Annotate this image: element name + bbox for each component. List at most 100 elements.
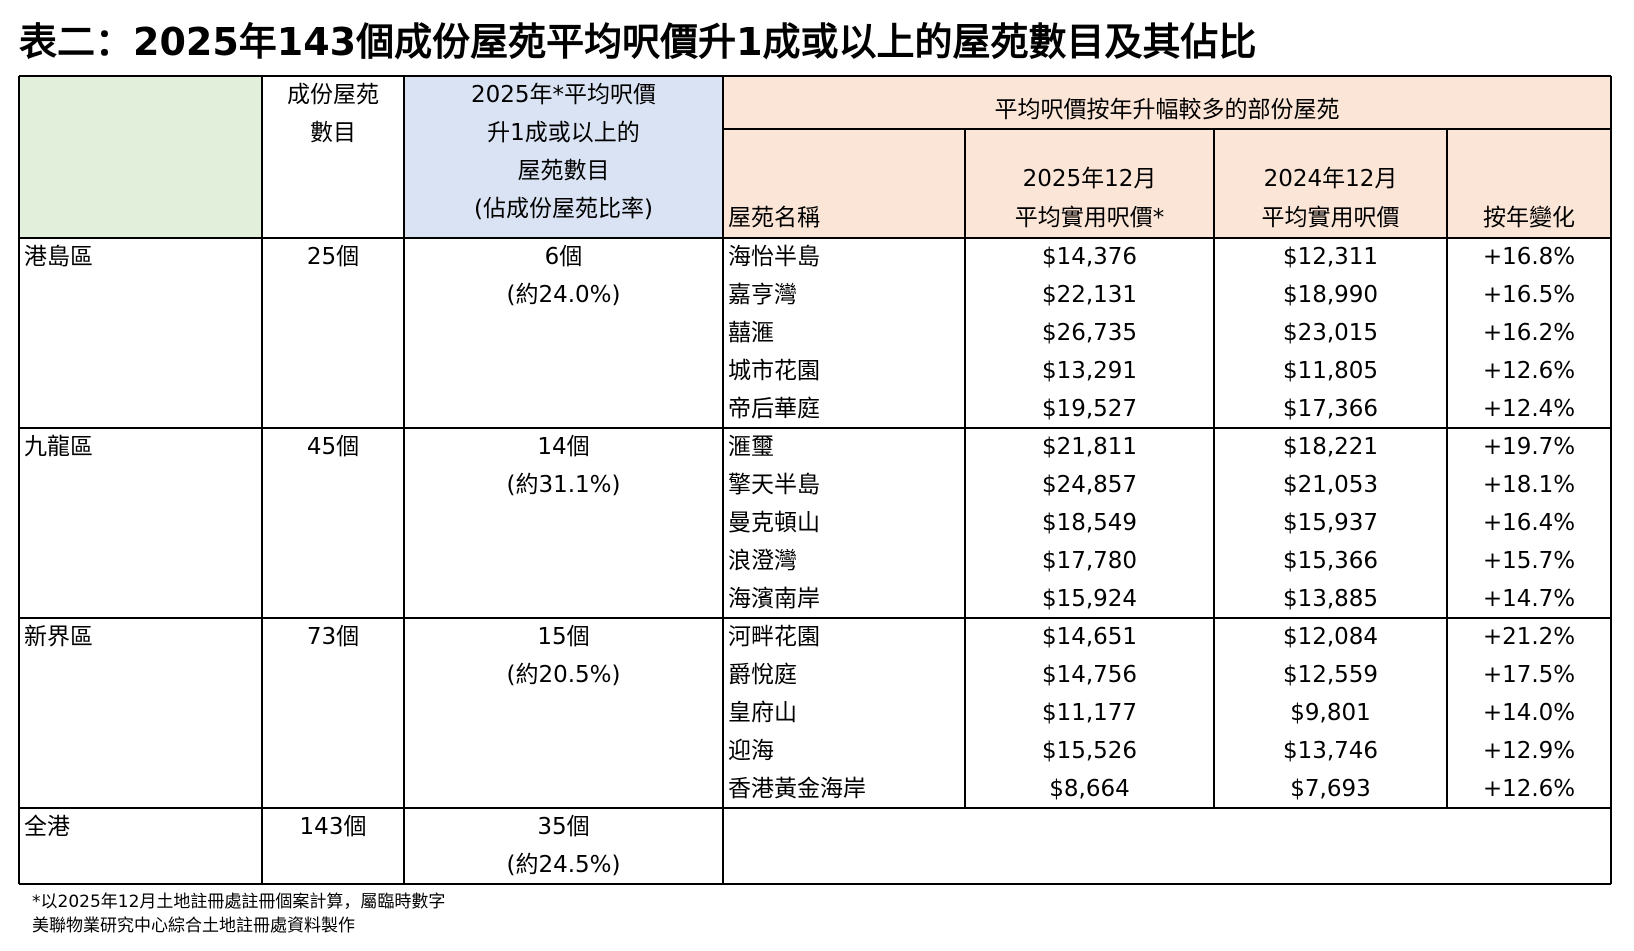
region-name: 新界區	[24, 624, 93, 650]
cell: 14個	[537, 434, 590, 460]
estate-name: 河畔花園	[728, 624, 820, 650]
cell: $15,937	[1282, 510, 1379, 536]
cell: $13,885	[1282, 586, 1379, 612]
cell: $18,549	[1041, 510, 1138, 536]
cell: $22,131	[1041, 282, 1138, 308]
estate-name: 囍滙	[728, 320, 774, 346]
cell: +16.2%	[1482, 320, 1576, 346]
border	[1213, 129, 1215, 808]
cell: $12,311	[1282, 244, 1379, 270]
footnote: 美聯物業研究中心綜合土地註冊處資料製作	[32, 916, 355, 936]
border	[19, 427, 1611, 429]
cell: $11,805	[1282, 358, 1379, 384]
cell: $12,084	[1282, 624, 1379, 650]
header-cell: (佔成份屋苑比率)	[474, 196, 653, 222]
cell: $15,526	[1041, 738, 1138, 764]
cell: 25個	[306, 244, 360, 270]
cell: +12.6%	[1482, 358, 1576, 384]
estate-name: 浪澄灣	[728, 548, 797, 574]
estate-name: 曼克頓山	[728, 510, 820, 536]
cell: $18,990	[1282, 282, 1379, 308]
cell: +14.7%	[1482, 586, 1576, 612]
cell: +14.0%	[1482, 700, 1576, 726]
cell: $18,221	[1282, 434, 1379, 460]
cell: +16.8%	[1482, 244, 1576, 270]
header-cell: 平均實用呎價	[1261, 205, 1400, 231]
region-name: 全港	[24, 814, 70, 840]
header-bg	[404, 76, 723, 238]
footnote: *以2025年12月土地註冊處註冊個案計算，屬臨時數字	[32, 892, 446, 912]
estate-name: 海濱南岸	[728, 586, 820, 612]
cell: $24,857	[1041, 472, 1138, 498]
border	[964, 129, 966, 808]
cell: +12.6%	[1482, 776, 1576, 802]
cell: (約24.5%)	[506, 852, 621, 878]
cell: +19.7%	[1482, 434, 1576, 460]
border	[19, 807, 1611, 809]
cell: 45個	[306, 434, 360, 460]
cell: $23,015	[1282, 320, 1379, 346]
estate-name: 擎天半島	[728, 472, 820, 498]
cell: $17,780	[1041, 548, 1138, 574]
cell: (約24.0%)	[506, 282, 621, 308]
cell: $7,693	[1290, 776, 1371, 802]
border	[19, 75, 1611, 77]
cell: $21,053	[1282, 472, 1379, 498]
cell: $14,651	[1041, 624, 1138, 650]
header-bg	[19, 76, 262, 238]
cell: 35個	[537, 814, 590, 840]
estate-name: 皇府山	[728, 700, 797, 726]
header-cell: 按年變化	[1483, 205, 1575, 231]
cell: $15,924	[1041, 586, 1138, 612]
region-name: 港島區	[24, 244, 93, 270]
border	[403, 76, 405, 884]
cell: 6個	[544, 244, 583, 270]
cell: $13,746	[1282, 738, 1379, 764]
header-cell: 平均實用呎價*	[1014, 205, 1165, 231]
border	[261, 76, 263, 884]
header-cell: 屋苑名稱	[728, 205, 820, 231]
estate-name: 爵悅庭	[728, 662, 797, 688]
cell: $19,527	[1041, 396, 1138, 422]
cell: +18.1%	[1482, 472, 1576, 498]
cell: $17,366	[1282, 396, 1379, 422]
border	[19, 617, 1611, 619]
cell: $14,756	[1041, 662, 1138, 688]
border	[723, 128, 1611, 130]
cell: +16.5%	[1482, 282, 1576, 308]
cell: $12,559	[1282, 662, 1379, 688]
cell: $9,801	[1290, 700, 1371, 726]
header-cell: 升1成或以上的	[487, 120, 640, 146]
title: 表二：2025年143個成份屋苑平均呎價升1成或以上的屋苑數目及其佔比	[19, 20, 1257, 64]
cell: 143個	[299, 814, 367, 840]
cell: +21.2%	[1482, 624, 1576, 650]
cell: $11,177	[1041, 700, 1138, 726]
cell: (約31.1%)	[506, 472, 621, 498]
cell: $26,735	[1041, 320, 1138, 346]
header-cell: 2025年*平均呎價	[470, 82, 657, 108]
cell: +16.4%	[1482, 510, 1576, 536]
header-cell: 屋苑數目	[517, 158, 610, 184]
header-bg	[723, 76, 1611, 238]
region-name: 九龍區	[24, 434, 93, 460]
border	[19, 883, 1611, 885]
estate-name: 滙璽	[728, 434, 774, 460]
header-cell: 2024年12月	[1263, 166, 1398, 192]
cell: 73個	[306, 624, 360, 650]
cell: +15.7%	[1482, 548, 1576, 574]
estate-name: 海怡半島	[728, 244, 820, 270]
header-cell: 數目	[310, 120, 356, 146]
cell: $13,291	[1041, 358, 1138, 384]
border	[1610, 76, 1612, 884]
cell: +12.9%	[1482, 738, 1576, 764]
header-cell: 2025年12月	[1022, 166, 1157, 192]
cell: (約20.5%)	[506, 662, 621, 688]
estate-name: 帝后華庭	[728, 396, 820, 422]
header-cell: 平均呎價按年升幅較多的部份屋苑	[994, 97, 1340, 123]
cell: $14,376	[1041, 244, 1138, 270]
cell: $15,366	[1282, 548, 1379, 574]
cell: +17.5%	[1482, 662, 1576, 688]
border	[1446, 129, 1448, 808]
cell: 15個	[537, 624, 590, 650]
